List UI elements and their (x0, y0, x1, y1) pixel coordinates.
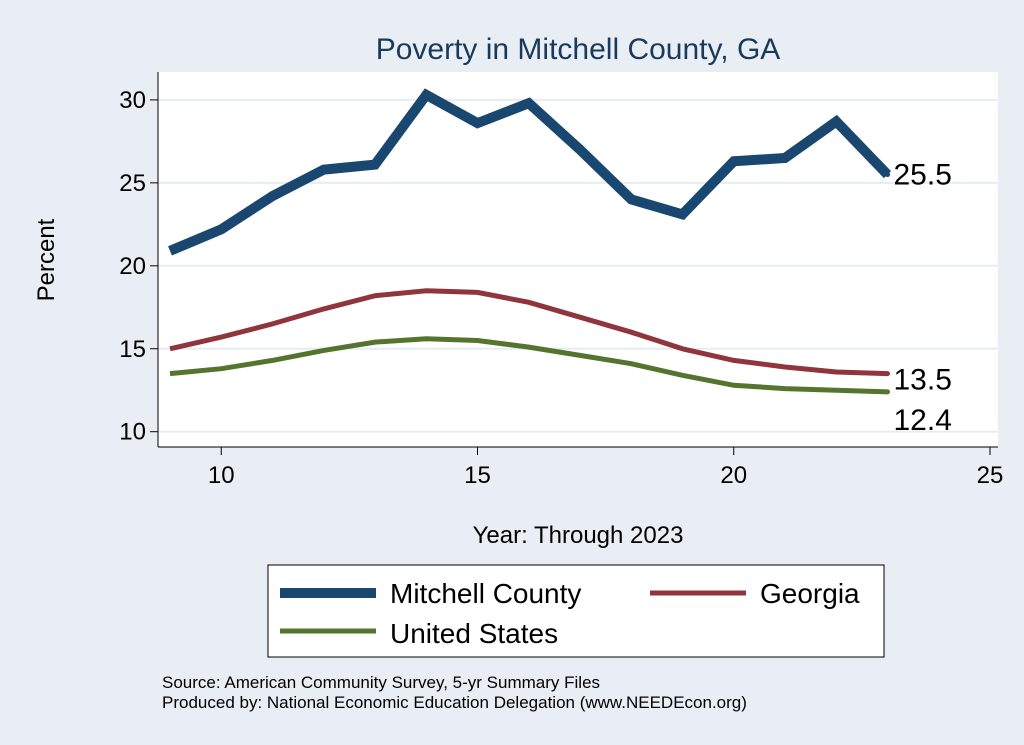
y-axis-title: Percent (33, 218, 60, 301)
y-axis: 10 15 20 25 30 (119, 72, 159, 447)
y-tick-label-25: 25 (119, 170, 146, 197)
source-note: Source: American Community Survey, 5-yr … (162, 673, 600, 692)
producer-note: Produced by: National Economic Education… (162, 693, 747, 712)
series-end-point-georgia (885, 371, 890, 377)
end-label-united-states: 12.4 (894, 404, 952, 437)
x-tick-label-15: 15 (464, 462, 491, 489)
x-axis-title: Year: Through 2023 (473, 522, 684, 549)
legend-box (267, 564, 885, 658)
end-label-georgia: 13.5 (894, 364, 952, 397)
x-axis: 10 15 20 25 (158, 446, 1004, 489)
plot-area (158, 72, 998, 447)
series-lines (168, 88, 892, 395)
legend: Mitchell County Georgia United States (267, 564, 885, 658)
x-tick-label-25: 25 (977, 462, 1004, 489)
series-line-mitchell-county (168, 88, 892, 256)
legend-label-united-states: United States (390, 618, 558, 649)
chart-title: Poverty in Mitchell County, GA (376, 33, 781, 66)
end-labels: 25.5 13.5 12.4 (894, 159, 952, 437)
series-end-point-mitchell-county (885, 172, 890, 178)
series-end-point-united-states (885, 389, 890, 395)
legend-label-mitchell: Mitchell County (390, 578, 581, 609)
legend-label-georgia: Georgia (760, 578, 860, 609)
x-tick-label-20: 20 (720, 462, 747, 489)
series-line-united-states (169, 336, 888, 395)
y-tick-label-10: 10 (119, 419, 146, 446)
y-tick-label-15: 15 (119, 336, 146, 363)
end-label-mitchell-county: 25.5 (894, 159, 952, 192)
series-line-georgia (169, 288, 888, 377)
x-tick-label-10: 10 (208, 462, 235, 489)
y-tick-label-30: 30 (119, 87, 146, 114)
y-tick-label-20: 20 (119, 253, 146, 280)
